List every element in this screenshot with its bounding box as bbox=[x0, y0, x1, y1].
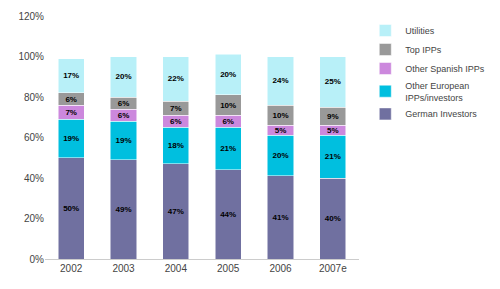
svg-text:50%: 50% bbox=[63, 204, 79, 213]
svg-text:2003: 2003 bbox=[112, 263, 135, 274]
svg-text:7%: 7% bbox=[170, 104, 182, 113]
svg-text:19%: 19% bbox=[115, 136, 131, 145]
svg-text:18%: 18% bbox=[168, 141, 184, 150]
svg-text:10%: 10% bbox=[220, 101, 236, 110]
svg-text:120%: 120% bbox=[18, 11, 44, 22]
svg-text:40%: 40% bbox=[325, 214, 341, 223]
svg-text:2004: 2004 bbox=[165, 263, 188, 274]
svg-text:20%: 20% bbox=[115, 72, 131, 81]
svg-text:Top IPPs: Top IPPs bbox=[405, 45, 442, 55]
svg-text:0%: 0% bbox=[30, 254, 45, 265]
svg-text:2007e: 2007e bbox=[319, 263, 347, 274]
svg-text:6%: 6% bbox=[118, 99, 130, 108]
svg-text:47%: 47% bbox=[168, 207, 184, 216]
svg-text:80%: 80% bbox=[24, 92, 44, 103]
svg-text:6%: 6% bbox=[170, 117, 182, 126]
svg-text:44%: 44% bbox=[220, 210, 236, 219]
svg-text:6%: 6% bbox=[65, 95, 77, 104]
svg-text:Utilities: Utilities bbox=[405, 26, 435, 36]
svg-text:2005: 2005 bbox=[217, 263, 240, 274]
svg-text:25%: 25% bbox=[325, 77, 341, 86]
svg-text:9%: 9% bbox=[327, 112, 339, 121]
svg-text:22%: 22% bbox=[168, 74, 184, 83]
svg-text:German Investors: German Investors bbox=[405, 109, 477, 119]
svg-text:2002: 2002 bbox=[60, 263, 83, 274]
svg-text:6%: 6% bbox=[118, 111, 130, 120]
svg-text:49%: 49% bbox=[115, 205, 131, 214]
svg-text:6%: 6% bbox=[222, 117, 234, 126]
svg-text:2006: 2006 bbox=[269, 263, 292, 274]
svg-text:7%: 7% bbox=[65, 108, 77, 117]
svg-text:41%: 41% bbox=[272, 213, 288, 222]
svg-text:10%: 10% bbox=[272, 111, 288, 120]
svg-text:20%: 20% bbox=[220, 70, 236, 79]
svg-text:5%: 5% bbox=[327, 126, 339, 135]
svg-text:Other EuropeanIPPs/investors: Other EuropeanIPPs/investors bbox=[405, 81, 469, 103]
svg-text:20%: 20% bbox=[24, 213, 44, 224]
svg-text:40%: 40% bbox=[24, 173, 44, 184]
svg-text:21%: 21% bbox=[325, 152, 341, 161]
svg-text:60%: 60% bbox=[24, 132, 44, 143]
svg-text:Other Spanish IPPs: Other Spanish IPPs bbox=[405, 64, 485, 74]
svg-text:5%: 5% bbox=[275, 126, 287, 135]
svg-text:21%: 21% bbox=[220, 144, 236, 153]
svg-text:24%: 24% bbox=[272, 76, 288, 85]
svg-text:100%: 100% bbox=[18, 51, 44, 62]
svg-text:17%: 17% bbox=[63, 71, 79, 80]
svg-text:19%: 19% bbox=[63, 134, 79, 143]
svg-text:20%: 20% bbox=[272, 151, 288, 160]
